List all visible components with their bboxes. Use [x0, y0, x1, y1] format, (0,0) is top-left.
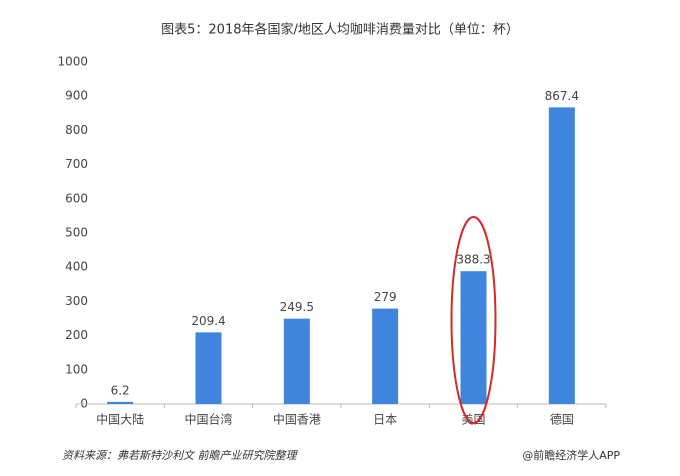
data-label: 867.4 — [545, 89, 579, 103]
x-tick-label: 德国 — [550, 412, 574, 427]
x-tick-label: 中国香港 — [273, 412, 321, 427]
y-tick-label: 800 — [65, 123, 88, 137]
highlight-ellipse — [450, 216, 497, 424]
chart-title: 图表5：2018年各国家/地区人均咖啡消费量对比（单位：杯） — [161, 22, 519, 38]
y-tick-label: 1000 — [57, 55, 88, 69]
y-tick-label: 500 — [65, 226, 88, 240]
bar — [548, 107, 575, 405]
x-tick-label: 美国 — [461, 413, 485, 427]
bar — [372, 308, 399, 404]
bar — [283, 318, 310, 404]
bar — [107, 401, 134, 404]
data-label: 209.4 — [191, 314, 225, 328]
y-tick-label: 100 — [65, 362, 88, 376]
y-tick-label: 200 — [65, 328, 88, 342]
bar — [460, 271, 487, 404]
data-label: 6.2 — [111, 383, 130, 397]
data-label: 279 — [374, 290, 397, 304]
x-tick-label: 中国大陆 — [96, 412, 144, 427]
y-tick-label: 300 — [65, 294, 88, 308]
y-tick-label: 400 — [65, 260, 88, 274]
data-label: 388.3 — [456, 253, 490, 267]
y-tick-label: 700 — [65, 157, 88, 171]
data-label: 249.5 — [280, 300, 314, 314]
y-tick-label: 600 — [65, 191, 88, 205]
source-note: 资料来源：弗若斯特沙利文 前瞻产业研究院整理 — [62, 449, 298, 462]
bar — [195, 332, 222, 404]
y-tick-label: 900 — [65, 89, 88, 103]
x-tick-label: 中国台湾 — [184, 412, 232, 427]
credit: @前瞻经济学人APP — [522, 448, 620, 462]
x-tick-label: 日本 — [373, 413, 397, 427]
